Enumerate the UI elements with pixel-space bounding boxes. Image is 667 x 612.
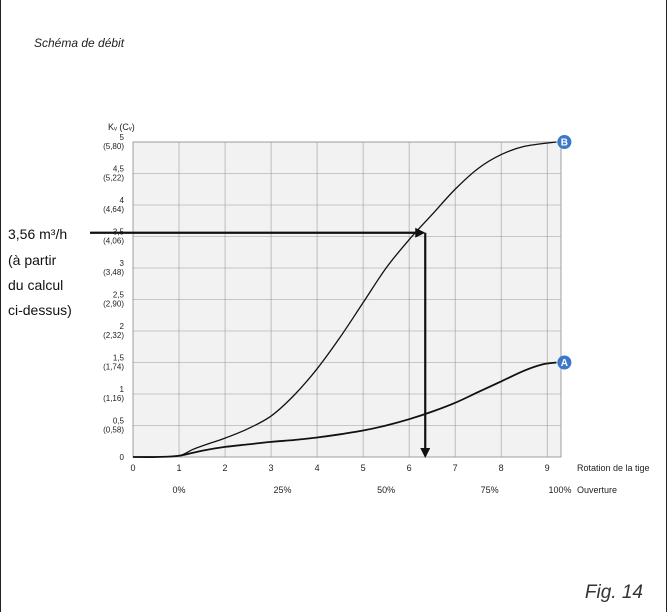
y-tick-label: 3 bbox=[120, 259, 125, 268]
y-tick-label: 0,5 bbox=[113, 417, 125, 426]
x-tick-label: 3 bbox=[269, 463, 274, 473]
percent-tick-label: 25% bbox=[274, 485, 292, 495]
percent-tick-label: 100% bbox=[548, 485, 571, 495]
series-a-marker bbox=[557, 355, 572, 370]
series-b-line bbox=[132, 141, 557, 458]
x-tick-label: 1 bbox=[177, 463, 182, 473]
y-tick-cv-label: (3,48) bbox=[103, 268, 124, 277]
x-tick-label: 7 bbox=[453, 463, 458, 473]
annotation-line-4: ci-dessus) bbox=[8, 302, 72, 318]
y-tick-label: 3,5 bbox=[113, 228, 125, 237]
y-tick-label: 2 bbox=[120, 322, 125, 331]
annotation-line-3: du calcul bbox=[8, 277, 64, 293]
x-tick-label: 5 bbox=[361, 463, 366, 473]
y-tick-label: 4 bbox=[120, 196, 125, 205]
y-tick-label: 1 bbox=[120, 385, 125, 394]
y-tick-cv-label: (4,64) bbox=[103, 205, 124, 214]
y-tick-label: 1,5 bbox=[113, 354, 125, 363]
figure-caption: Schéma de débit bbox=[34, 36, 125, 50]
y-tick-cv-label: (5,22) bbox=[103, 174, 124, 183]
y-tick-cv-label: (1,74) bbox=[103, 363, 124, 372]
x-axis-title: Rotation de la tige bbox=[577, 463, 650, 473]
annotation-flow-value: 3,56 m³/h bbox=[8, 226, 68, 242]
series-b-marker bbox=[557, 135, 572, 149]
y-tick-cv-label: (2,90) bbox=[103, 300, 124, 309]
percent-tick-label: 75% bbox=[481, 485, 499, 495]
x-tick-label: 0 bbox=[130, 463, 135, 473]
series-a-line bbox=[132, 361, 557, 458]
y-axis-title: Kᵥ (Cᵥ) bbox=[108, 122, 135, 132]
x-tick-label: 6 bbox=[407, 463, 412, 473]
x-tick-label: 4 bbox=[315, 463, 320, 473]
x-tick-label: 2 bbox=[223, 463, 228, 473]
x2-axis-title: Ouverture bbox=[577, 485, 617, 495]
y-tick-label: 4,5 bbox=[113, 165, 125, 174]
y-tick-cv-label: (2,32) bbox=[103, 331, 124, 340]
figure-label: Fig. 14 bbox=[584, 582, 643, 603]
percent-tick-label: 50% bbox=[377, 485, 395, 495]
y-tick-label: 2,5 bbox=[113, 291, 125, 300]
y-tick-cv-label: (4,06) bbox=[103, 237, 124, 246]
y-tick-label: 0 bbox=[120, 453, 125, 462]
y-tick-cv-label: (5,80) bbox=[103, 142, 124, 151]
series-b-marker-label: B bbox=[561, 138, 568, 149]
x-tick-label: 8 bbox=[499, 463, 504, 473]
y-tick-label: 5 bbox=[120, 133, 125, 142]
y-tick-cv-label: (0,58) bbox=[103, 426, 124, 435]
x-tick-label: 9 bbox=[545, 463, 550, 473]
percent-tick-label: 0% bbox=[173, 485, 186, 495]
annotation-line-2: (à partir bbox=[8, 252, 57, 268]
y-tick-cv-label: (1,16) bbox=[103, 394, 124, 403]
series-a-marker-label: A bbox=[561, 358, 568, 369]
